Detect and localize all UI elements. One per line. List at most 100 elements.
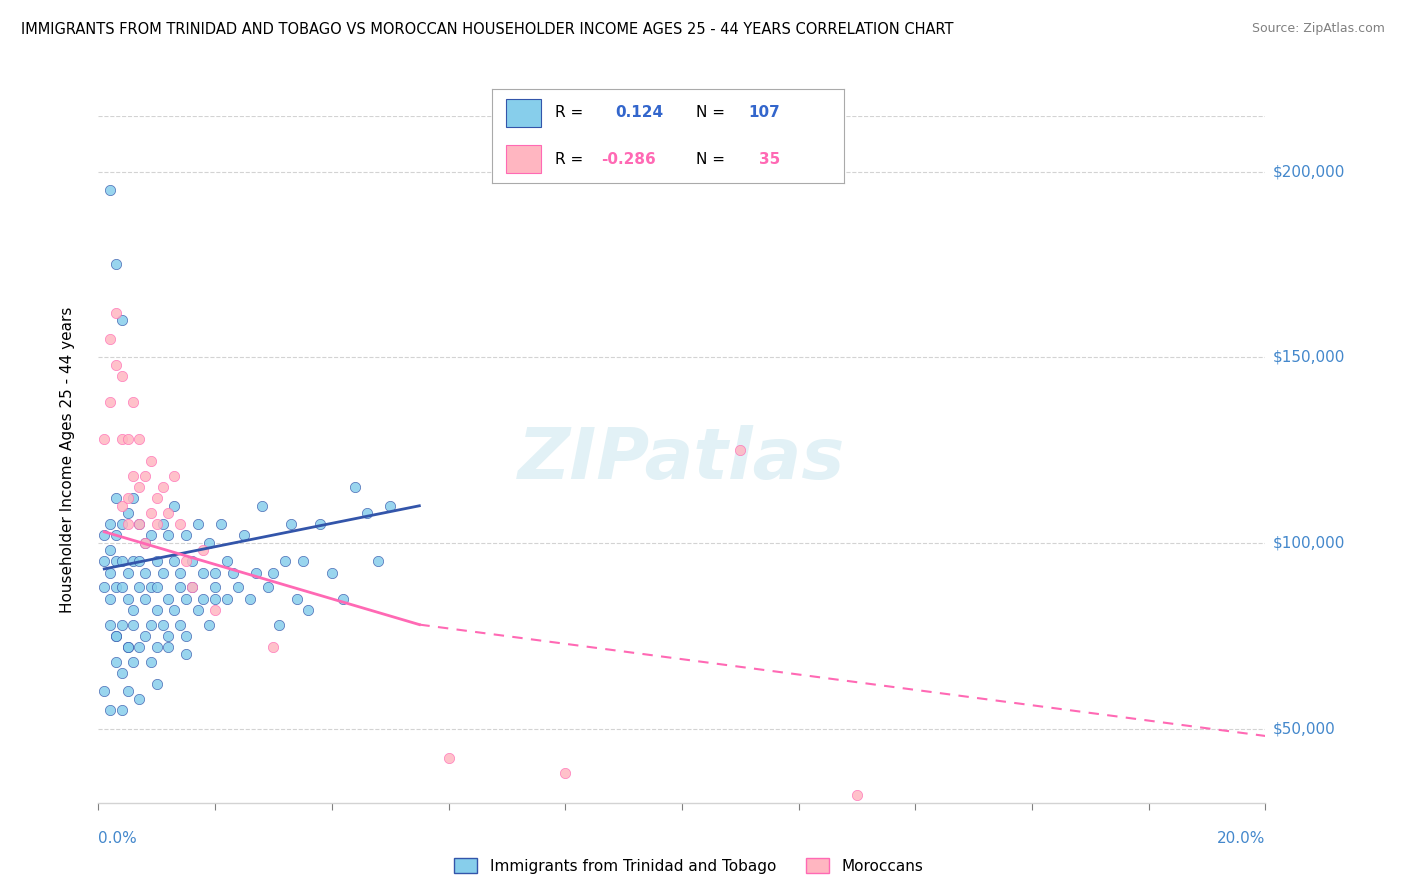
Point [221, 566, 243, 580]
Point [152, 480, 174, 494]
Text: 107: 107 [748, 105, 780, 120]
Point [104, 257, 127, 271]
Point [146, 491, 169, 506]
Text: R =: R = [555, 105, 583, 120]
Point [104, 554, 127, 568]
Point [204, 603, 226, 617]
Point [104, 629, 127, 643]
Point [845, 789, 868, 803]
Point [98, 566, 121, 580]
Point [157, 591, 180, 606]
Point [93, 684, 115, 698]
Point [128, 581, 150, 595]
Point [209, 517, 232, 532]
Text: N =: N = [696, 152, 725, 167]
Point [98, 394, 121, 409]
Point [134, 469, 156, 483]
Point [139, 655, 162, 669]
Point [117, 566, 139, 580]
Y-axis label: Householder Income Ages 25 - 44 years: Householder Income Ages 25 - 44 years [60, 306, 75, 613]
Text: $50,000: $50,000 [1272, 721, 1336, 736]
Point [297, 603, 319, 617]
Point [111, 554, 134, 568]
Point [157, 640, 180, 654]
Point [98, 703, 121, 717]
Text: -0.286: -0.286 [602, 152, 655, 167]
Point [134, 536, 156, 550]
Point [233, 528, 256, 542]
Point [262, 640, 284, 654]
Text: 35: 35 [759, 152, 780, 167]
Point [174, 591, 197, 606]
Point [291, 554, 314, 568]
Text: $100,000: $100,000 [1272, 535, 1344, 550]
Point [128, 517, 150, 532]
Point [93, 554, 115, 568]
Point [169, 617, 191, 632]
Point [204, 591, 226, 606]
Point [134, 536, 156, 550]
Text: 0.124: 0.124 [616, 105, 664, 120]
Point [728, 443, 751, 458]
Point [378, 499, 402, 513]
Point [111, 368, 134, 383]
Point [111, 581, 134, 595]
Point [169, 566, 191, 580]
Point [163, 469, 186, 483]
Text: ZIPatlas: ZIPatlas [519, 425, 845, 494]
Point [554, 766, 576, 780]
Point [180, 581, 202, 595]
Point [117, 506, 139, 520]
Point [174, 629, 197, 643]
Point [285, 591, 308, 606]
Point [139, 617, 162, 632]
Point [93, 432, 115, 446]
Point [437, 751, 460, 765]
Point [174, 648, 197, 662]
Bar [506, 98, 541, 127]
Point [146, 640, 169, 654]
Point [356, 506, 378, 520]
Point [174, 554, 197, 568]
Point [367, 554, 389, 568]
Point [122, 655, 145, 669]
Legend: Immigrants from Trinidad and Tobago, Moroccans: Immigrants from Trinidad and Tobago, Mor… [449, 852, 929, 880]
Point [111, 313, 134, 327]
Text: 20.0%: 20.0% [1218, 831, 1265, 846]
Point [344, 480, 367, 494]
Point [117, 432, 139, 446]
Point [193, 566, 215, 580]
Point [98, 543, 121, 558]
Text: $150,000: $150,000 [1272, 350, 1344, 365]
Point [117, 640, 139, 654]
Point [157, 528, 180, 542]
Point [139, 454, 162, 468]
Point [139, 528, 162, 542]
Point [122, 394, 145, 409]
Point [134, 629, 156, 643]
Point [204, 566, 226, 580]
Point [193, 591, 215, 606]
Point [98, 517, 121, 532]
Point [146, 677, 169, 691]
Point [198, 536, 221, 550]
Text: Source: ZipAtlas.com: Source: ZipAtlas.com [1251, 22, 1385, 36]
Point [157, 506, 180, 520]
Point [98, 591, 121, 606]
Point [146, 554, 169, 568]
Point [104, 358, 127, 372]
Point [198, 617, 221, 632]
Bar [506, 145, 541, 173]
Point [245, 566, 267, 580]
Point [332, 591, 354, 606]
Point [169, 517, 191, 532]
Point [104, 528, 127, 542]
Point [146, 581, 169, 595]
Point [122, 554, 145, 568]
Point [146, 517, 169, 532]
Point [128, 640, 150, 654]
Text: $200,000: $200,000 [1272, 164, 1344, 179]
Point [117, 491, 139, 506]
Point [187, 603, 209, 617]
Point [128, 432, 150, 446]
